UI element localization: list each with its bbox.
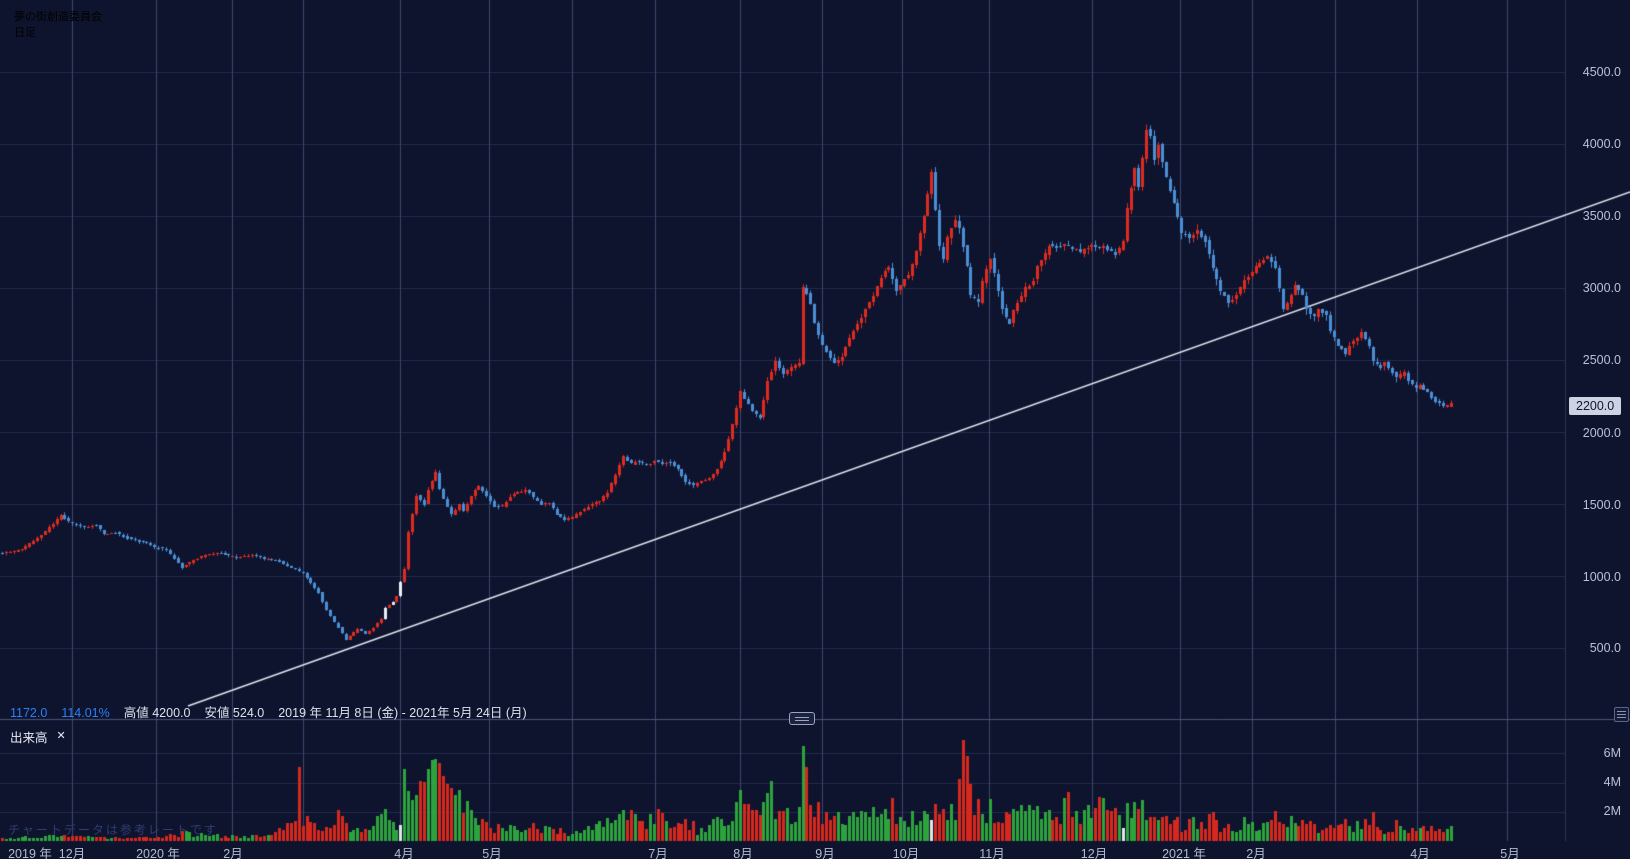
- time-axis-tick: 4月: [394, 847, 414, 859]
- price-axis-tick: 2000.0: [1582, 426, 1621, 440]
- time-axis-tick: 4月: [1410, 847, 1430, 859]
- volume-close-icon[interactable]: ✕: [56, 730, 66, 742]
- time-axis-tick: 9月: [815, 847, 835, 859]
- time-axis-tick: 5月: [482, 847, 502, 859]
- price-axis-tick: 2M: [1603, 804, 1621, 818]
- price-axis-tick: 3500.0: [1582, 209, 1621, 223]
- range-status-bar: 1172.0 114.01% 高値 4200.0 安値 524.0 2019 年…: [10, 702, 527, 721]
- time-axis-tick: 2019 年: [8, 847, 52, 859]
- price-axis-tick: 4M: [1603, 775, 1621, 789]
- price-axis-tick: 1500.0: [1582, 498, 1621, 512]
- time-axis-tick: 2月: [1246, 847, 1266, 859]
- volume-pane-label: 出来高: [10, 731, 48, 745]
- price-axis-tick: 6M: [1603, 746, 1621, 760]
- timeframe-label: 日足: [14, 27, 36, 39]
- change-value: 1172.0: [10, 706, 48, 720]
- time-axis-tick: 2020 年: [136, 847, 180, 859]
- volume-pane-header: 出来高 ✕: [10, 727, 66, 746]
- axis-divider-icon[interactable]: [1614, 707, 1629, 722]
- time-axis-scale[interactable]: 2019 年 12月 2020 年 2月 4月 5月 7月 8月 9月 10月 11月 12月 2021…: [0, 840, 1565, 859]
- watermark-text: チャートデータは参考レートです: [8, 823, 218, 837]
- time-axis-tick: 12月: [1080, 847, 1108, 859]
- price-axis-tick: 4500.0: [1582, 65, 1621, 79]
- time-axis-tick: 12月: [58, 847, 86, 859]
- time-axis-tick: 5月: [1500, 847, 1520, 859]
- time-axis-tick: 7月: [648, 847, 668, 859]
- time-axis-tick: 2021 年: [1162, 847, 1206, 859]
- period-low: 安値 524.0: [204, 706, 265, 720]
- time-axis-tick: 8月: [733, 847, 753, 859]
- symbol-title: 夢の街創造委員会: [14, 11, 102, 23]
- time-axis-tick: 10月: [892, 847, 920, 859]
- price-axis-tick: 500.0: [1589, 641, 1621, 655]
- price-axis-tick: 1000.0: [1582, 570, 1621, 584]
- price-axis-tick: 2500.0: [1582, 353, 1621, 367]
- price-axis-scale[interactable]: 4500.0 4000.0 3500.0 3000.0 2500.0 2000.0 1500…: [1567, 0, 1630, 841]
- price-axis-tick: 3000.0: [1582, 281, 1621, 295]
- change-percent: 114.01%: [61, 706, 110, 720]
- current-price-label: 2200.0: [1569, 397, 1622, 415]
- time-axis-tick: 11月: [979, 847, 1005, 859]
- period-high: 高値 4200.0: [123, 706, 191, 720]
- date-range: 2019 年 11月 8日 (金) - 2021年 5月 24日 (月): [278, 706, 527, 720]
- pane-divider-handle[interactable]: [789, 712, 815, 725]
- time-axis-tick: 2月: [223, 847, 243, 859]
- price-axis-tick: 4000.0: [1582, 137, 1621, 151]
